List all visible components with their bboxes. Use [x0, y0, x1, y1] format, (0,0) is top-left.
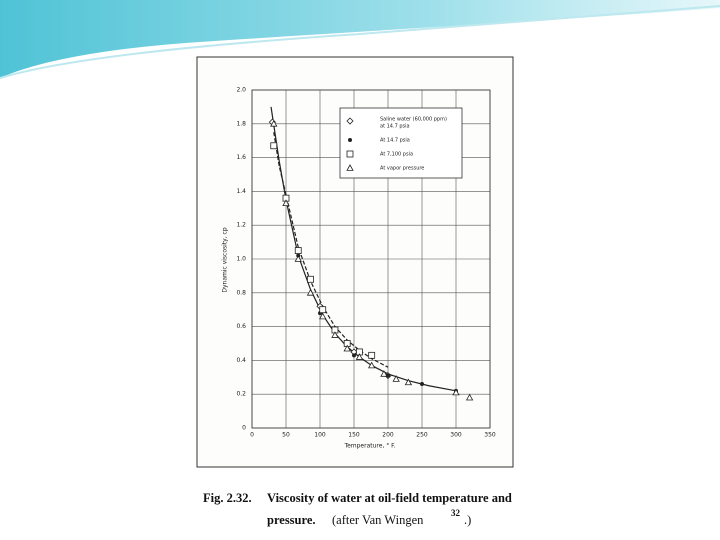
legend-label: at 14.7 psia: [380, 124, 410, 130]
caption-ref: 32: [451, 508, 461, 518]
legend-marker: [346, 117, 354, 125]
y-tick-label: 1.0: [236, 256, 246, 263]
x-tick-label: 350: [484, 432, 496, 439]
y-tick-label: 1.6: [236, 154, 246, 161]
point: [319, 306, 327, 314]
legend-marker: [348, 138, 352, 142]
y-axis-label: Dynamic viscosity, cp: [222, 227, 229, 292]
x-axis-label: Temperature, ° F.: [343, 443, 395, 450]
point: [368, 361, 376, 369]
x-tick-label: 0: [250, 432, 254, 439]
y-tick-label: 2.0: [236, 87, 246, 94]
point: [452, 388, 460, 396]
legend-label: At 14.7 psia: [380, 138, 410, 144]
caption-label: Fig. 2.32.: [203, 491, 252, 505]
curve: [270, 106, 457, 392]
y-tick-label: 0.6: [236, 323, 246, 330]
x-tick-label: 300: [450, 432, 462, 439]
y-tick-label: 0.8: [236, 289, 246, 296]
point: [307, 275, 314, 283]
y-tick-label: 0.4: [236, 357, 246, 364]
y-tick-label: 1.8: [236, 120, 246, 127]
plot-border: [251, 89, 491, 429]
point: [404, 378, 413, 386]
x-tick-label: 250: [416, 432, 428, 439]
point: [270, 142, 278, 150]
point: [306, 288, 315, 296]
wave-line: [0, 5, 720, 79]
point: [294, 247, 302, 254]
y-tick-label: 1.2: [236, 222, 246, 229]
y-tick-label: 0: [242, 425, 246, 432]
point: [331, 331, 339, 338]
point: [368, 351, 376, 359]
x-tick-label: 100: [314, 432, 326, 439]
y-tick-label: 0.2: [236, 391, 246, 398]
point: [380, 370, 388, 377]
point: [319, 312, 327, 320]
legend-title: Saline water (60,000 ppm): [380, 117, 447, 123]
point: [392, 375, 400, 382]
point: [465, 393, 474, 401]
point: [352, 353, 356, 358]
plot: 0 0.2 0.4 0.6 0.8 1.0 1.2 1.4 1.6 1.8 2.0 0 50 100 150…: [236, 87, 495, 439]
legend-marker: [346, 164, 354, 171]
x-tick-label: 200: [382, 432, 394, 439]
point: [355, 353, 364, 360]
y-tick-label: 1.4: [236, 188, 246, 195]
point: [420, 382, 424, 387]
point: [294, 255, 302, 262]
x-tick-label: 50: [282, 432, 290, 439]
caption-end: .): [464, 513, 471, 527]
caption-text: Viscosity of water at oil-field temperat…: [267, 491, 512, 505]
point: [343, 344, 351, 352]
legend-label: At 7,100 psia: [380, 152, 413, 158]
legend-marker: [346, 150, 354, 158]
point: [282, 199, 290, 207]
legend-box: [339, 107, 463, 179]
x-tick-label: 150: [348, 432, 360, 439]
point: [270, 119, 278, 127]
caption-text: pressure.: [267, 513, 316, 527]
caption-source: (after Van Wingen: [332, 513, 424, 527]
legend-label: At vapor pressure: [380, 166, 424, 172]
